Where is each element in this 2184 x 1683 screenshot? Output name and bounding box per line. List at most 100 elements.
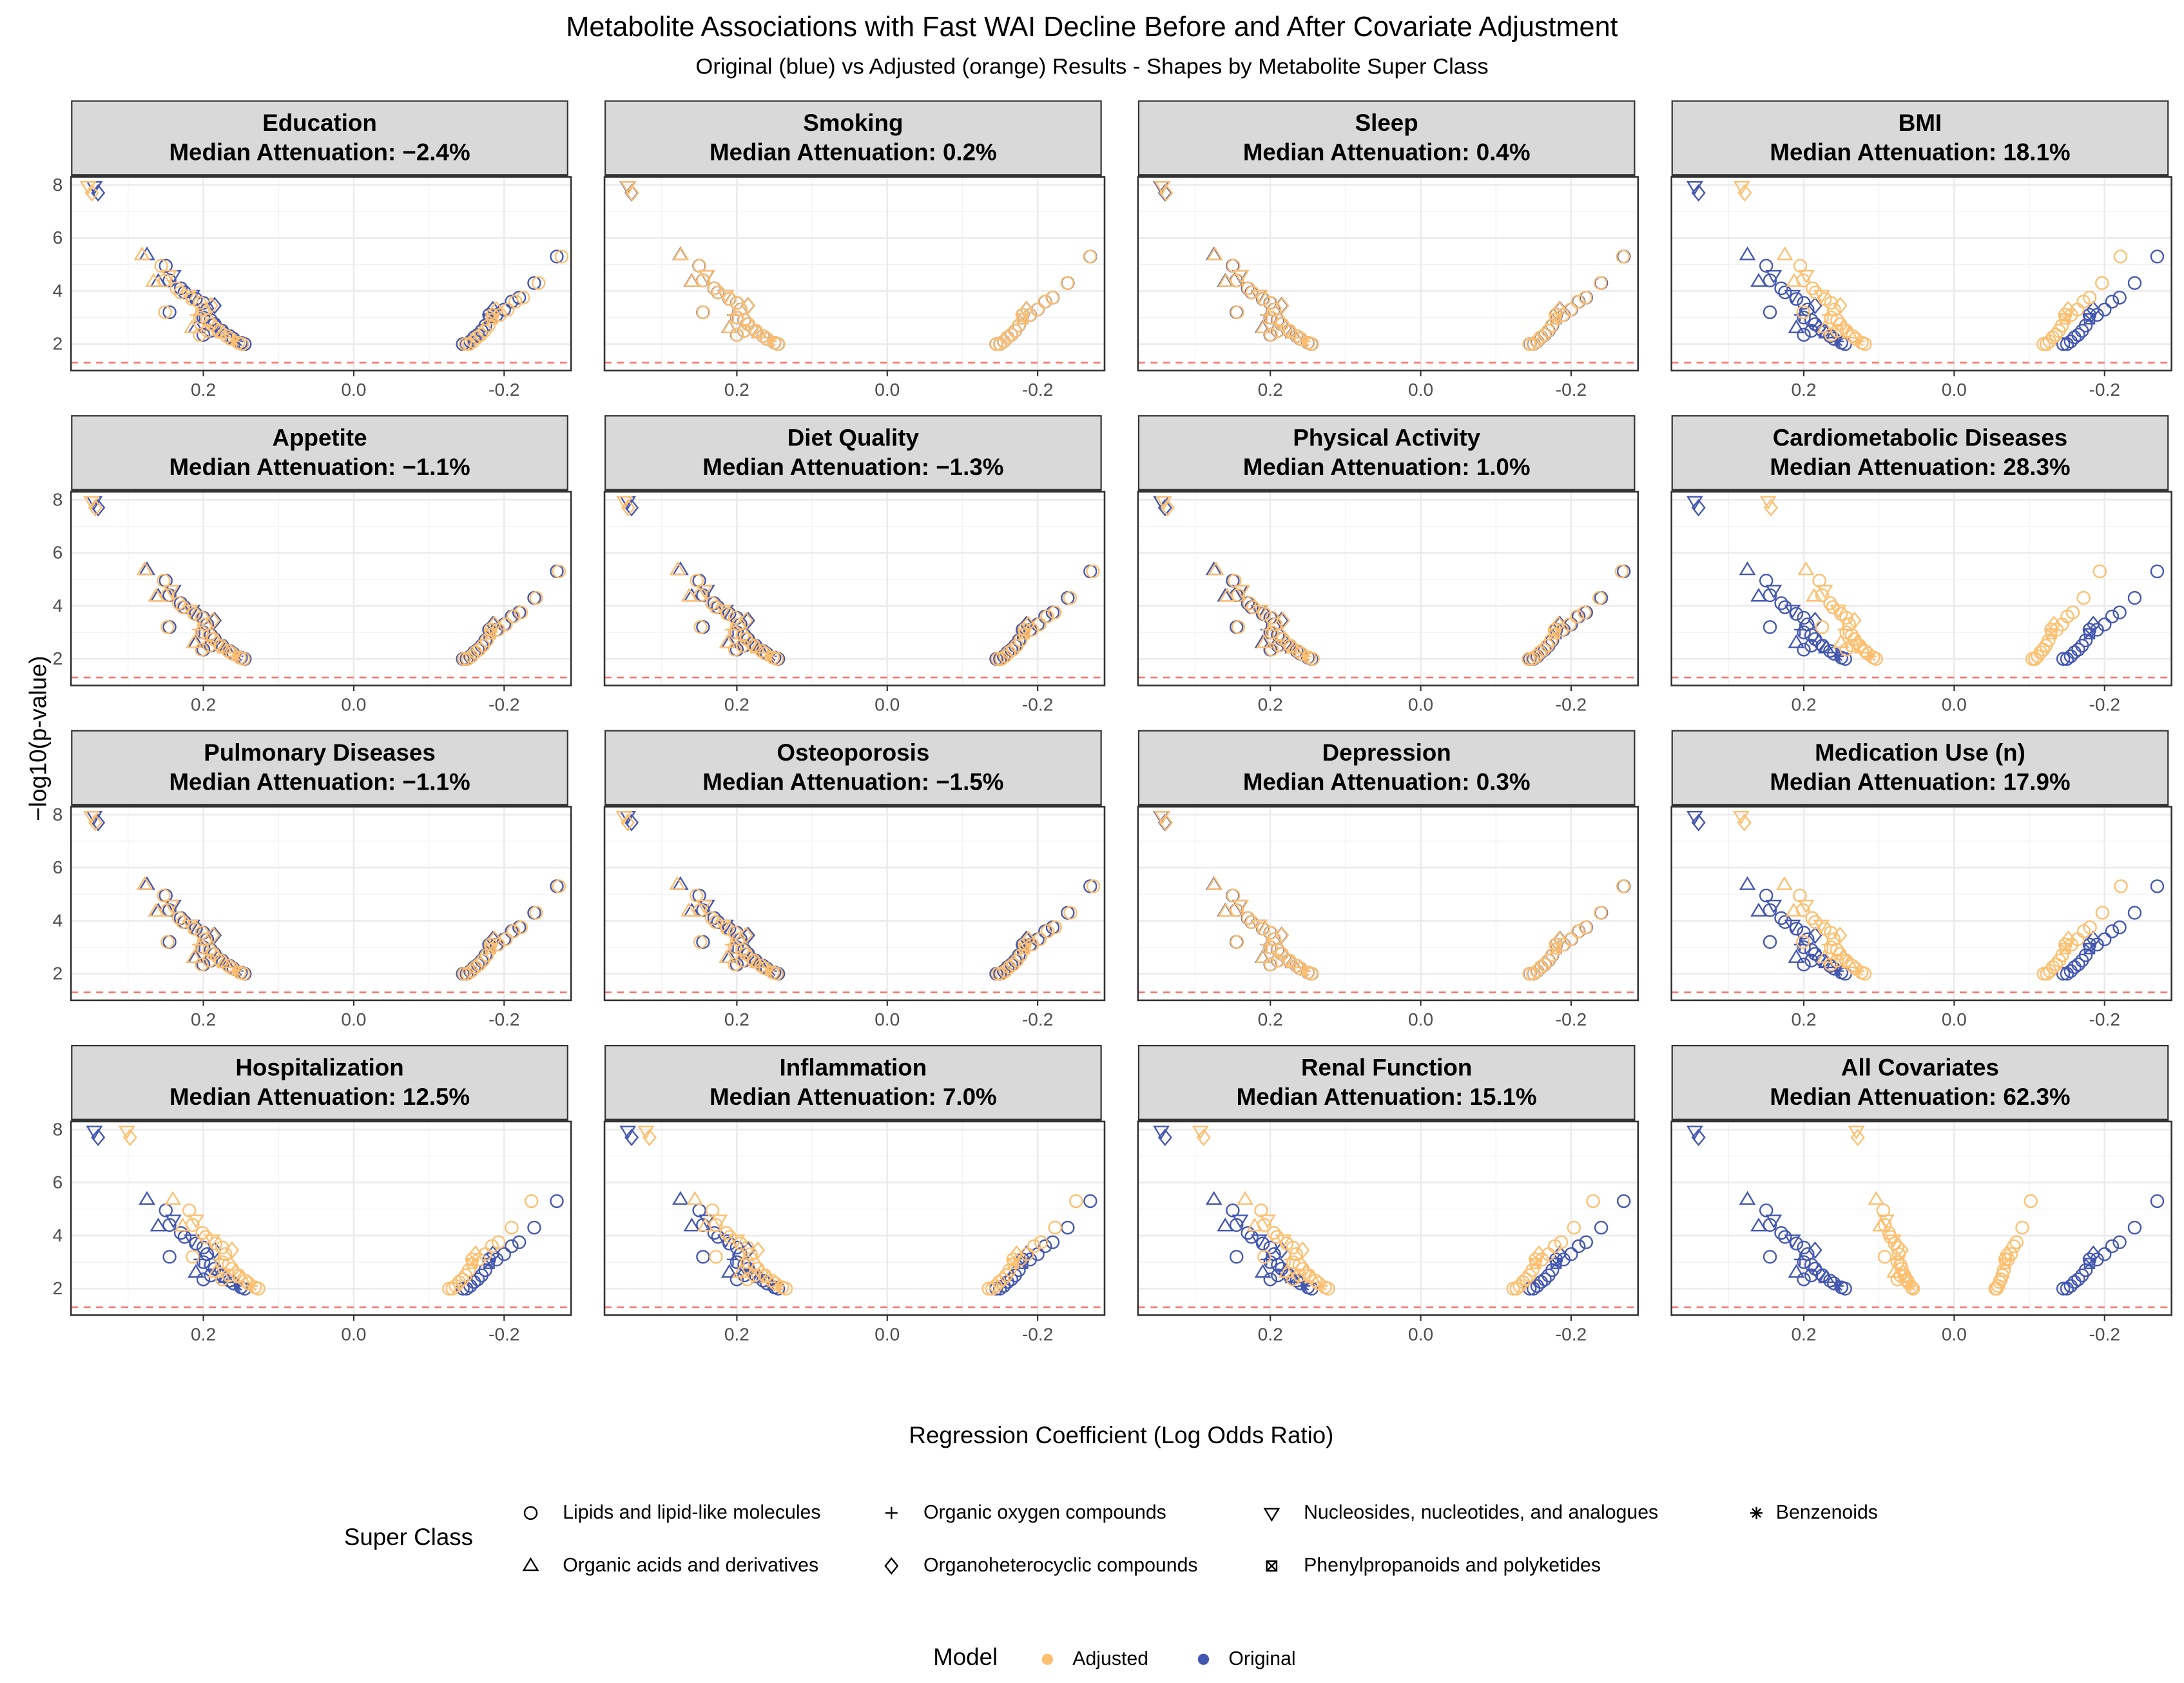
x-tick-label: 0.0 (341, 1323, 367, 1345)
point-original (1804, 638, 1819, 653)
point-original (1784, 1234, 1801, 1249)
point-adjusted (1571, 924, 1585, 939)
color-legend-label: Adjusted (1072, 1646, 1149, 1669)
point-adjusted (1552, 300, 1567, 318)
point-adjusted (1069, 1194, 1083, 1209)
point-original (1759, 888, 1773, 903)
point-original (1774, 1226, 1788, 1240)
panel-border (603, 806, 1106, 1002)
point-adjusted (621, 813, 635, 832)
point-adjusted (148, 587, 165, 602)
point-adjusted (1286, 1272, 1300, 1287)
facet-strip: Smoking Median Attenuation: 0.2% (604, 100, 1102, 177)
point-original (1083, 879, 1097, 893)
point-adjusted (1231, 588, 1246, 603)
point-adjusted (728, 957, 742, 972)
point-adjusted (189, 308, 202, 322)
point-adjusted (708, 281, 722, 296)
point-original (1763, 620, 1777, 634)
point-adjusted (188, 1214, 204, 1229)
point-adjusted (1286, 639, 1303, 654)
point-adjusted (769, 967, 784, 981)
point-adjusted (1018, 937, 1032, 952)
point-adjusted (1245, 285, 1259, 300)
scatter-plot (70, 1120, 572, 1321)
point-original (1157, 499, 1172, 517)
point-adjusted (1796, 935, 1810, 949)
point-adjusted (681, 587, 698, 602)
point-adjusted (1040, 924, 1055, 939)
point-original (2112, 605, 2127, 619)
x-tick-label: -0.2 (1555, 1008, 1587, 1030)
point-adjusted (686, 1191, 704, 1205)
shape-legend-title: Super Class (343, 1524, 474, 1551)
x-tick-label: 0.0 (875, 1323, 900, 1345)
point-adjusted (1264, 610, 1279, 625)
series-adjusted (1733, 181, 2128, 351)
point-adjusted (514, 920, 528, 935)
point-adjusted (730, 310, 744, 325)
point-adjusted (1256, 292, 1271, 306)
point-adjusted (1063, 906, 1078, 920)
point-adjusted (1816, 585, 1833, 599)
point-adjusted (1155, 496, 1172, 510)
point-original (1808, 297, 1822, 315)
point-adjusted (1821, 938, 1834, 951)
point-adjusted (162, 899, 180, 914)
facet-attenuation-label: Median Attenuation: −2.4% (169, 139, 470, 166)
point-adjusted (728, 625, 742, 639)
x-tick-label: 0.0 (1941, 1008, 1967, 1030)
point-original (1739, 246, 1756, 260)
point-original (2063, 1279, 2078, 1293)
point-original (1759, 574, 1773, 588)
point-adjusted (1272, 638, 1286, 653)
point-original (696, 935, 710, 949)
point-adjusted (1257, 607, 1271, 621)
panel-border (603, 176, 1106, 372)
point-adjusted (1530, 334, 1544, 349)
point-adjusted (1796, 305, 1810, 320)
point-adjusted (1988, 1281, 2002, 1296)
point-adjusted (1815, 620, 1830, 634)
point-original (173, 281, 188, 296)
point-adjusted (1264, 940, 1278, 955)
facet-strip: Diet Quality Median Attenuation: −1.3% (604, 415, 1102, 492)
x-tick-label: -0.2 (488, 1323, 520, 1345)
point-original (2060, 967, 2074, 981)
point-adjusted (728, 940, 742, 955)
point-adjusted (2114, 879, 2128, 893)
scatter-plot (603, 1120, 1106, 1321)
point-adjusted (1904, 1280, 1919, 1294)
point-adjusted (1217, 273, 1235, 287)
x-tick-label: 0.2 (1791, 1323, 1817, 1345)
point-adjusted (1796, 273, 1810, 287)
point-adjusted (171, 911, 186, 926)
point-adjusted (1271, 313, 1286, 327)
facet-strip: Sleep Median Attenuation: 0.4% (1137, 100, 1636, 177)
x-tick-label: 0.0 (875, 378, 900, 400)
point-original (1205, 1191, 1222, 1205)
point-adjusted (160, 620, 175, 634)
point-adjusted (1264, 957, 1278, 972)
point-original (2082, 623, 2097, 637)
point-adjusted (728, 610, 742, 625)
point-adjusted (1252, 605, 1270, 619)
point-adjusted (465, 649, 479, 663)
point-original (2082, 307, 2097, 322)
point-original (1797, 1272, 1811, 1287)
scatter-plot (603, 806, 1106, 1006)
point-adjusted (1759, 496, 1777, 510)
point-original (1797, 1255, 1811, 1269)
point-adjusted (1535, 1252, 1549, 1267)
point-adjusted (461, 652, 475, 666)
facet-strip: Appetite Median Attenuation: −1.1% (71, 415, 568, 492)
point-adjusted (1815, 588, 1830, 603)
point-original (1804, 324, 1819, 338)
y-tick-label: 2 (52, 647, 63, 669)
facet-attenuation-label: Median Attenuation: 0.4% (1242, 139, 1531, 166)
point-original (1686, 496, 1703, 510)
point-adjusted (158, 273, 172, 287)
point-adjusted (996, 334, 1010, 349)
point-adjusted (202, 942, 217, 957)
scatter-plot (70, 806, 572, 1006)
